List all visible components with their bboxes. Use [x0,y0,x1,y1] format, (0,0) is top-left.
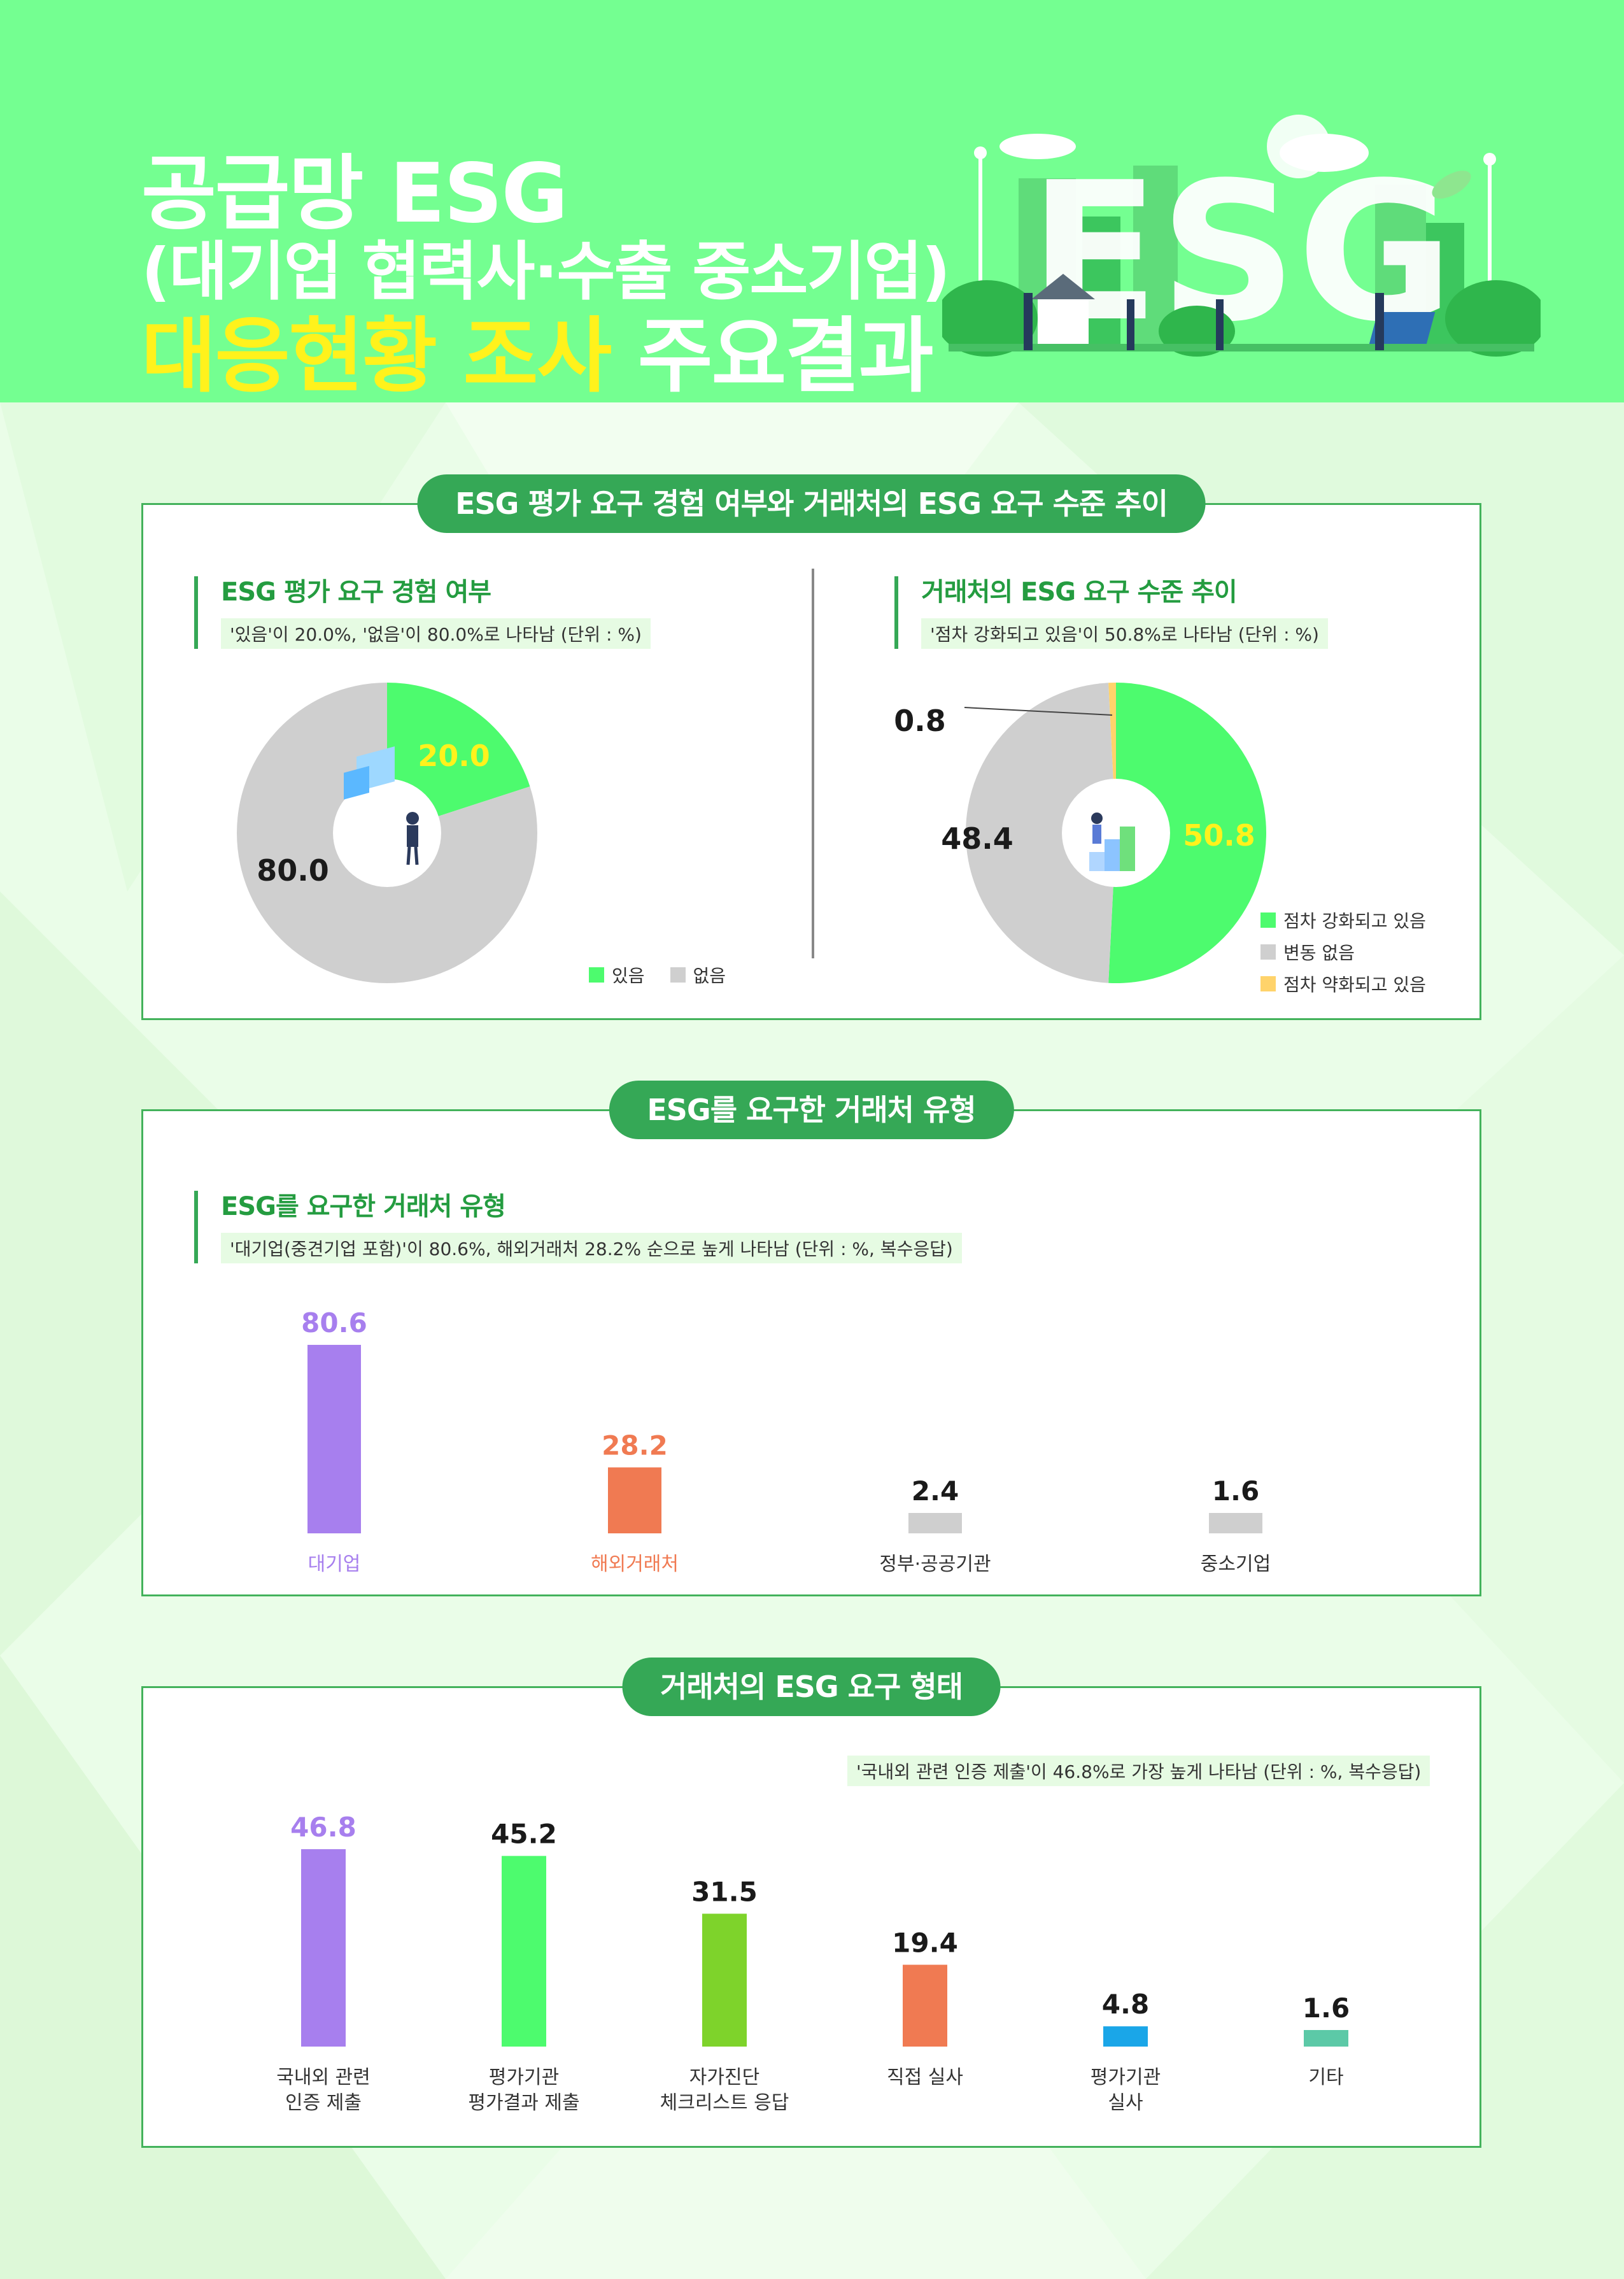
bar-2 [908,1513,962,1533]
bar-value-label-5: 1.6 [1303,1992,1350,2024]
title-line-1: 공급망 ESG [141,146,568,241]
clipboard-person-icon [344,746,419,865]
bar-4 [1103,2026,1148,2047]
pie-value-label-2: 0.8 [894,704,946,738]
legend-item-no: 없음 [670,962,726,988]
left-title: ESG 평가 요구 경험 여부 [221,578,491,607]
bar-1 [608,1467,661,1533]
bar-value-label-1: 45.2 [491,1819,557,1850]
pie-center-hole [1062,779,1170,887]
section1-pill: ESG 평가 요구 경험 여부와 거래처의 ESG 요구 수준 추이 [417,474,1206,533]
bar-value-label-2: 31.5 [691,1876,758,1907]
section-request-form: 거래처의 ESG 요구 형태 '국내외 관련 인증 제출'이 46.8%로 가장… [141,1658,1481,2148]
bar-category-label-1: 평가결과 제출 [468,2092,579,2114]
bar-3 [1209,1513,1262,1533]
left-subhead: ESG 평가 요구 경험 여부 '있음'이 20.0%, '없음'이 80.0%… [194,576,651,649]
bar-category-label-5: 기타 [1308,2066,1343,2089]
title-highlight: 대응현황 조사 [141,309,612,404]
pie-center-hole [333,779,441,887]
growth-stairs-icon [1089,813,1135,871]
bar-value-label-4: 4.8 [1102,1989,1149,2020]
bar-category-label-0: 인증 제출 [285,2092,362,2114]
left-note: '있음'이 20.0%, '없음'이 80.0%로 나타남 (단위 : %) [221,618,651,649]
bar-category-label-3: 중소기업 [1201,1553,1271,1575]
bar-category-label-1: 평가기관 [489,2066,559,2089]
bar-3 [903,1964,947,2047]
section2-subhead: ESG를 요구한 거래처 유형 '대기업(중견기업 포함)'이 80.6%, 해… [194,1191,962,1263]
title-line-2: (대기업 협력사·수출 중소기업) [141,234,950,309]
bar-1 [502,1856,546,2047]
panel-divider [812,569,814,958]
bar-category-label-2: 정부·공공기관 [879,1553,991,1575]
bar-category-label-4: 실사 [1108,2092,1143,2114]
section2-title: ESG를 요구한 거래처 유형 [221,1192,506,1221]
legend-item-no-change: 변동 없음 [1260,939,1426,965]
bar-category-label-2: 자가진단 [689,2066,759,2089]
bar-category-label-1: 해외거래처 [591,1553,679,1575]
bar-value-label-0: 80.6 [301,1307,367,1338]
bar-value-label-0: 46.8 [290,1812,357,1843]
pie-value-label-1: 48.4 [941,821,1013,856]
pie-slice-1 [965,683,1116,983]
bar-value-label-1: 28.2 [602,1430,668,1461]
bar-chart-partner-type: 80.6 대기업 28.2 해외거래처 2.4 정부·공공기관 1.6 중소기업 [301,1307,1271,1575]
pie-value-label-0: 20.0 [418,739,490,773]
legend-evaluation: 있음 없음 [589,962,751,988]
bar-5 [1304,2030,1348,2047]
bar-0 [301,1849,346,2047]
section3-pill: 거래처의 ESG 요구 형태 [622,1658,1001,1716]
legend-trend: 점차 강화되고 있음 변동 없음 점차 약화되고 있음 [1260,907,1426,1003]
bar-value-label-2: 2.4 [912,1475,959,1507]
title-line-3: 대응현황 조사 주요결과 [141,290,934,408]
right-subhead: 거래처의 ESG 요구 수준 추이 '점차 강화되고 있음'이 50.8%로 나… [894,576,1328,649]
bar-value-label-3: 19.4 [892,1927,958,1958]
right-note: '점차 강화되고 있음'이 50.8%로 나타남 (단위 : %) [921,618,1328,649]
pie-slice-0 [1108,683,1266,983]
pie-leader-line [964,707,1113,716]
bar-category-label-4: 평가기관 [1091,2066,1161,2089]
section-partner-type: ESG를 요구한 거래처 유형 ESG를 요구한 거래처 유형 '대기업(중견기… [141,1081,1481,1596]
pie-chart-evaluation: 20.0 80.0 [237,683,538,983]
bar-category-label-2: 체크리스트 응답 [660,2092,789,2114]
bar-value-label-3: 1.6 [1212,1475,1259,1507]
bar-category-label-0: 국내외 관련 [276,2066,371,2089]
section-esg-evaluation: ESG 평가 요구 경험 여부와 거래처의 ESG 요구 수준 추이 ESG 평… [141,474,1481,1020]
bar-category-label-3: 직접 실사 [887,2066,963,2089]
title-tail: 주요결과 [637,309,934,404]
pie-value-label-1: 80.0 [257,853,329,888]
right-title: 거래처의 ESG 요구 수준 추이 [921,578,1238,607]
legend-item-strengthening: 점차 강화되고 있음 [1260,907,1426,933]
pie-chart-trend: 50.8 48.4 0.8 [894,683,1266,983]
esg-city-illustration: ESG [942,115,1541,364]
header-banner: 공급망 ESG (대기업 협력사·수출 중소기업) 대응현황 조사 주요결과 E… [0,0,1624,404]
section2-note: '대기업(중견기업 포함)'이 80.6%, 해외거래처 28.2% 순으로 높… [221,1233,962,1263]
legend-item-yes: 있음 [589,962,645,988]
bar-2 [702,1913,747,2047]
legend-item-weakening: 점차 약화되고 있음 [1260,971,1426,997]
bar-0 [307,1345,361,1533]
section3-note: '국내외 관련 인증 제출'이 46.8%로 가장 높게 나타남 (단위 : %… [847,1756,1430,1786]
bar-category-label-0: 대기업 [308,1553,361,1575]
section2-pill: ESG를 요구한 거래처 유형 [609,1081,1014,1139]
pie-value-label-0: 50.8 [1183,818,1255,853]
